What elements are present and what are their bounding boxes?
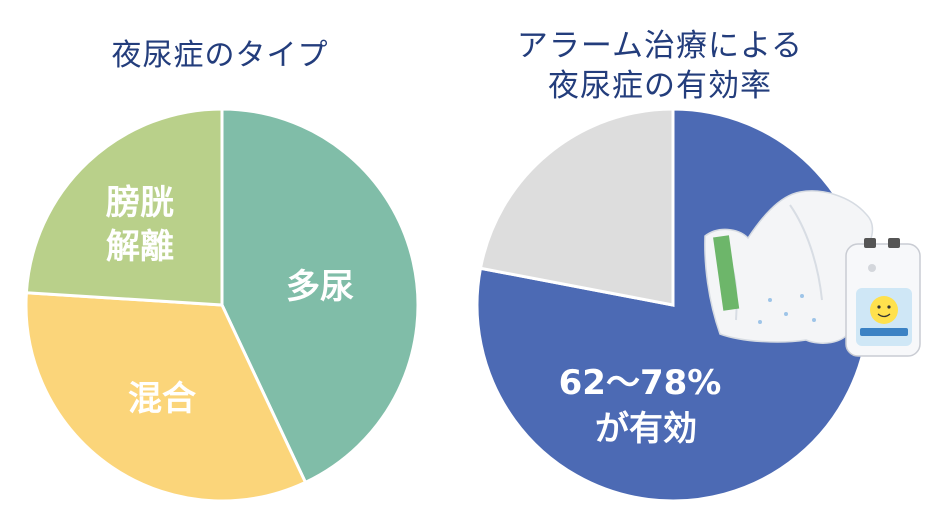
device-face-icon [870,296,898,324]
pie-slice-膀胱解離 [24,107,224,307]
slice-label-effective-line1: 62〜78% [559,363,722,403]
slice-label-膀胱解離-line1: 膀胱 [106,183,174,223]
right-title-line-1: アラーム治療による [516,28,804,64]
right-chart-title: アラーム治療による 夜尿症の有効率 [480,26,840,106]
right-title-line-2: 夜尿症の有効率 [548,68,772,104]
slice-label-effective-line2: が有効 [595,409,697,449]
left-chart-title: 夜尿症のタイプ [111,38,329,73]
pie-slice-other [478,107,675,307]
diaper-tape [713,235,740,311]
left-pie-chart [24,107,420,503]
slice-label-膀胱解離-line2: 解離 [106,227,174,267]
alarm-device-and-diaper-photo [704,190,921,357]
slice-label-混合: 混合 [128,379,196,419]
right-pie-chart [475,107,871,503]
pie-slice-混合 [24,291,308,503]
slice-label-多尿: 多尿 [286,267,354,307]
pie-slice-62〜78%が有効 [475,107,871,503]
pie-slice-多尿 [220,107,420,485]
